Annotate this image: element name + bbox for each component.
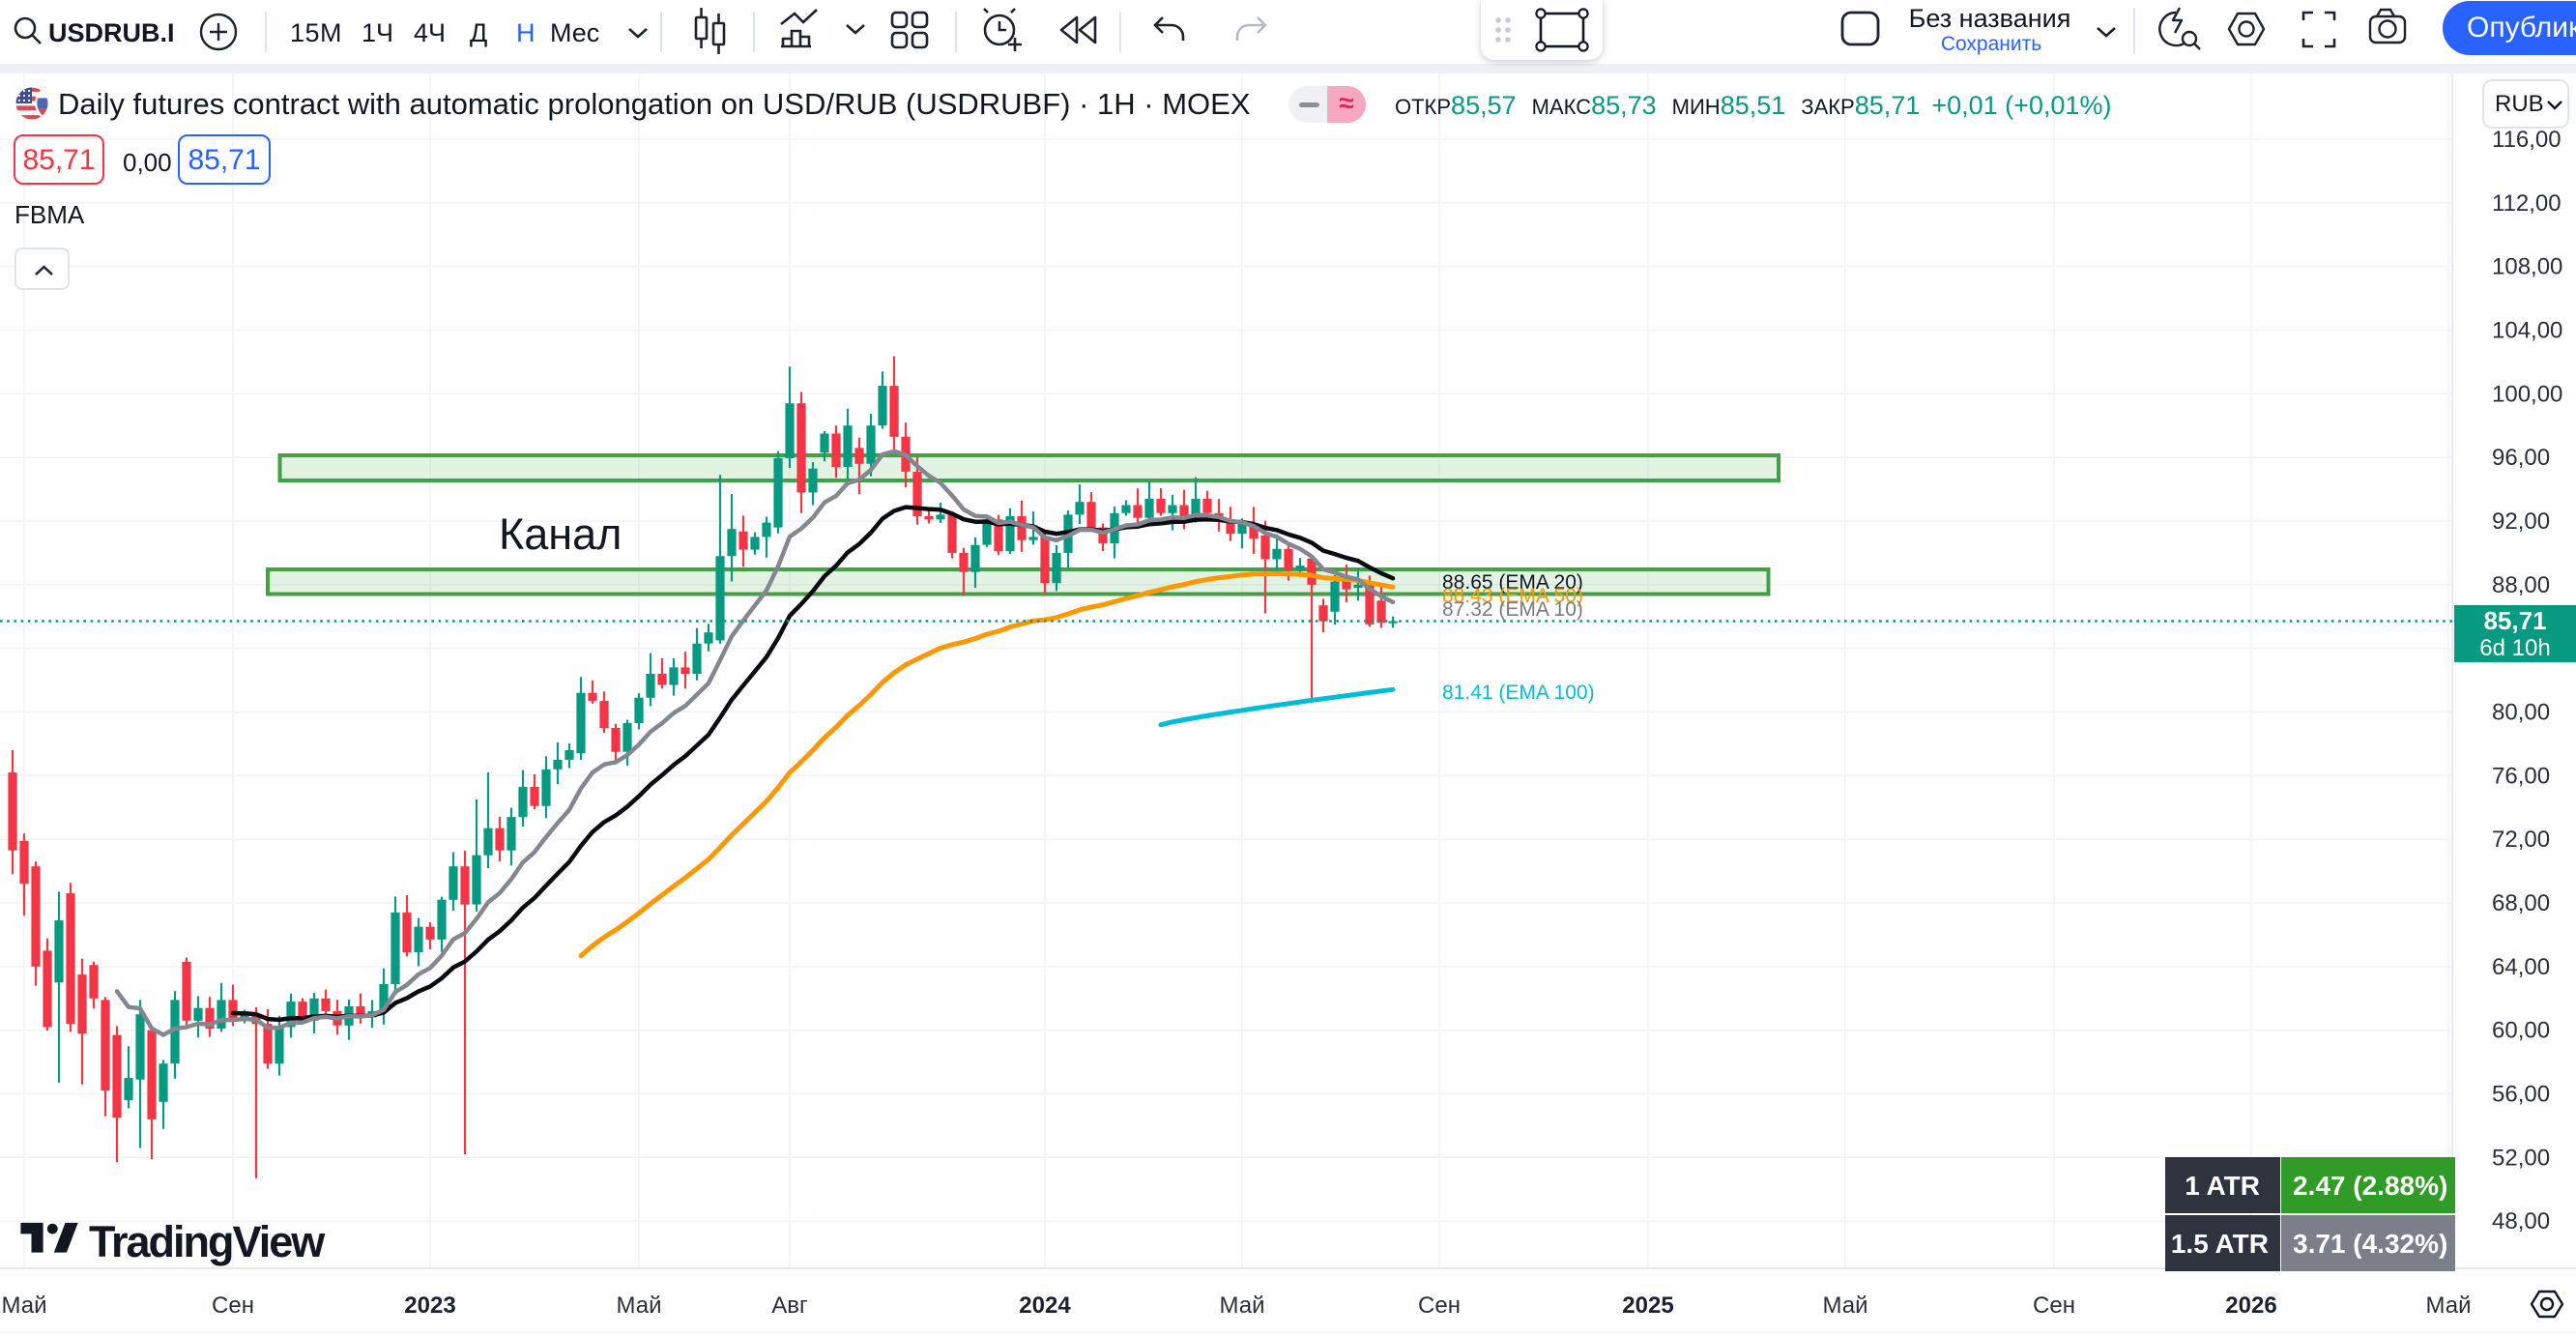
svg-text:6d 10h: 6d 10h <box>2479 635 2550 661</box>
svg-text:88.43 (EMA 50): 88.43 (EMA 50) <box>1442 585 1583 607</box>
svg-text:2026: 2026 <box>2225 1292 2276 1319</box>
svg-text:Авг: Авг <box>771 1292 808 1319</box>
svg-text:Май: Май <box>1 1292 46 1319</box>
svg-text:2023: 2023 <box>404 1292 455 1319</box>
svg-text:48,00: 48,00 <box>2492 1208 2550 1234</box>
svg-text:108,00: 108,00 <box>2492 254 2562 280</box>
svg-text:Канал: Канал <box>499 509 622 559</box>
svg-text:60,00: 60,00 <box>2492 1018 2550 1044</box>
svg-text:72,00: 72,00 <box>2492 827 2550 853</box>
svg-text:TradingView: TradingView <box>89 1217 326 1266</box>
svg-text:80,00: 80,00 <box>2492 700 2550 726</box>
svg-text:Сен: Сен <box>1418 1292 1461 1319</box>
svg-text:87.32 (EMA 10): 87.32 (EMA 10) <box>1442 598 1583 621</box>
svg-text:64,00: 64,00 <box>2492 954 2550 980</box>
svg-text:Сен: Сен <box>2033 1292 2075 1319</box>
svg-text:Май: Май <box>1219 1292 1264 1319</box>
svg-text:2024: 2024 <box>1019 1292 1071 1319</box>
svg-text:Май: Май <box>2425 1292 2471 1319</box>
svg-text:52,00: 52,00 <box>2492 1145 2550 1171</box>
svg-text:3.71 (4.32%): 3.71 (4.32%) <box>2293 1229 2447 1259</box>
svg-text:1.5 ATR: 1.5 ATR <box>2171 1229 2269 1259</box>
svg-text:76,00: 76,00 <box>2492 763 2550 789</box>
svg-text:85,71: 85,71 <box>2483 606 2546 635</box>
svg-text:112,00: 112,00 <box>2492 190 2562 217</box>
svg-text:96,00: 96,00 <box>2492 445 2550 471</box>
svg-text:56,00: 56,00 <box>2492 1082 2550 1108</box>
svg-text:68,00: 68,00 <box>2492 890 2550 916</box>
svg-text:2025: 2025 <box>1622 1292 1673 1319</box>
svg-text:116,00: 116,00 <box>2492 127 2562 153</box>
svg-text:Сен: Сен <box>212 1292 254 1319</box>
svg-text:Май: Май <box>1822 1292 1867 1319</box>
svg-text:81.41 (EMA 100): 81.41 (EMA 100) <box>1442 682 1595 704</box>
svg-text:2.47 (2.88%): 2.47 (2.88%) <box>2293 1171 2447 1201</box>
svg-text:1 ATR: 1 ATR <box>2185 1171 2260 1201</box>
svg-text:88.65 (EMA 20): 88.65 (EMA 20) <box>1442 571 1583 594</box>
svg-text:88,00: 88,00 <box>2492 572 2550 598</box>
svg-text:92,00: 92,00 <box>2492 508 2550 535</box>
svg-text:104,00: 104,00 <box>2492 318 2562 344</box>
svg-text:Май: Май <box>616 1292 661 1319</box>
svg-text:100,00: 100,00 <box>2492 381 2562 407</box>
